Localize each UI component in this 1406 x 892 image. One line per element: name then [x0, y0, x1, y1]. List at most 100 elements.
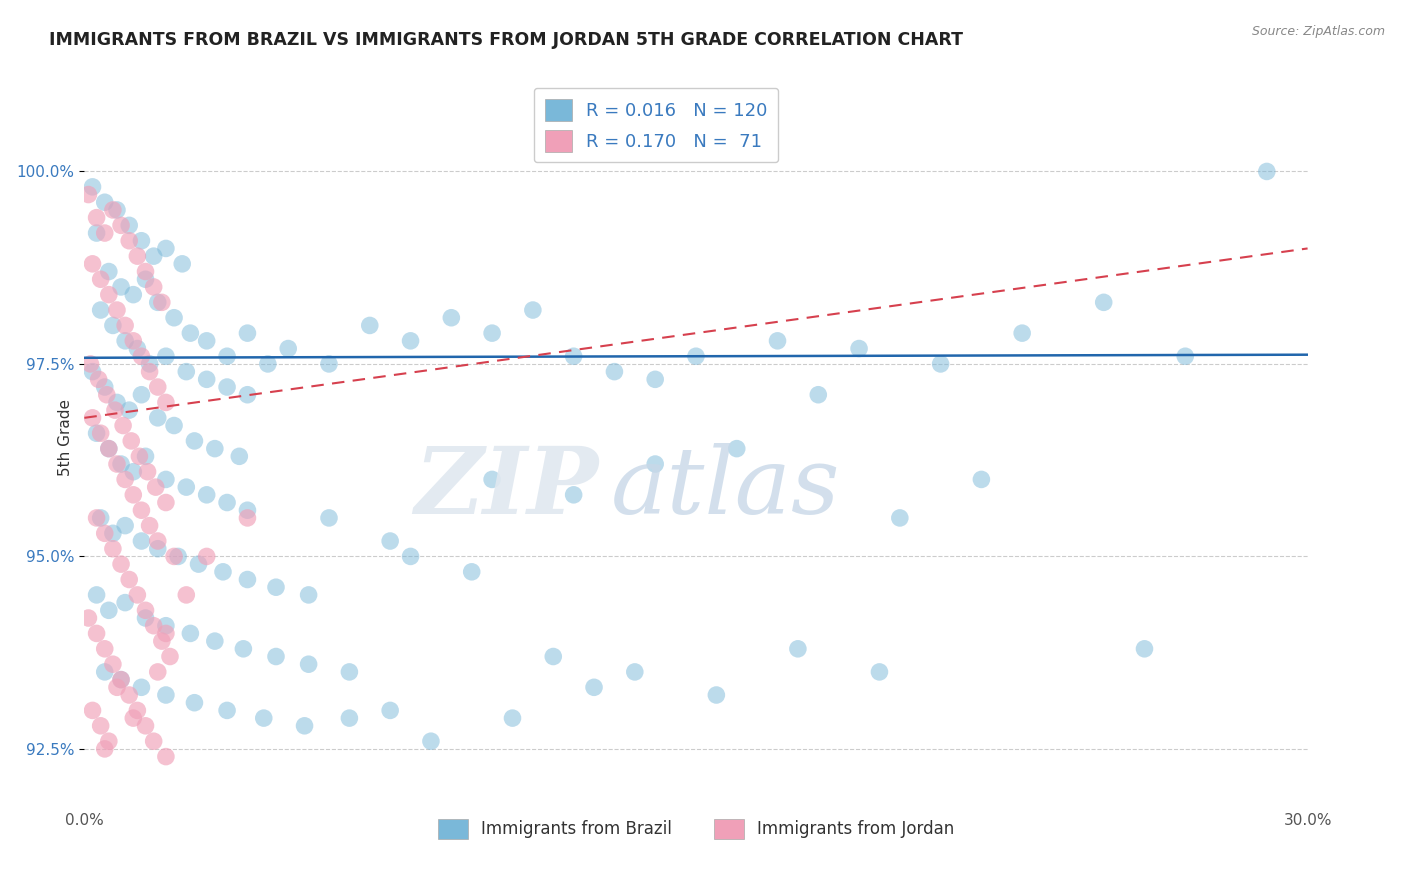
Point [163, 418, 186, 433]
Point [131, 234, 153, 248]
Point [217, 349, 239, 363]
Legend: Immigrants from Brazil, Immigrants from Jordan: Immigrants from Brazil, Immigrants from … [432, 812, 960, 846]
Point [183, 696, 205, 710]
Point [807, 388, 830, 402]
Point [93, 526, 115, 541]
Text: ZIP: ZIP [413, 443, 598, 533]
Point [131, 388, 153, 402]
Point [174, 588, 197, 602]
Point [257, 357, 280, 371]
Point [236, 503, 259, 517]
Point [87, 372, 110, 386]
Point [105, 395, 128, 409]
Point [82, 257, 104, 271]
Point [120, 434, 142, 448]
Point [155, 242, 177, 256]
Point [380, 703, 402, 717]
Point [97, 442, 120, 456]
Point [131, 503, 153, 517]
Point [114, 596, 136, 610]
Point [155, 688, 177, 702]
Point [277, 342, 299, 356]
Point [232, 641, 254, 656]
Point [212, 565, 235, 579]
Point [217, 703, 239, 717]
Point [146, 534, 169, 549]
Point [195, 488, 218, 502]
Point [90, 719, 112, 733]
Point [97, 442, 120, 456]
Point [318, 357, 340, 371]
Point [155, 472, 177, 486]
Point [766, 334, 789, 348]
Point [90, 426, 112, 441]
Point [110, 457, 132, 471]
Point [848, 342, 870, 356]
Point [183, 434, 205, 448]
Text: IMMIGRANTS FROM BRAZIL VS IMMIGRANTS FROM JORDAN 5TH GRADE CORRELATION CHART: IMMIGRANTS FROM BRAZIL VS IMMIGRANTS FRO… [49, 31, 963, 49]
Point [86, 211, 108, 225]
Point [179, 626, 201, 640]
Point [1092, 295, 1115, 310]
Point [118, 234, 141, 248]
Point [82, 179, 104, 194]
Point [110, 673, 132, 687]
Point [146, 541, 169, 556]
Point [970, 472, 993, 486]
Point [101, 541, 124, 556]
Point [217, 495, 239, 509]
Point [339, 711, 361, 725]
Point [97, 603, 120, 617]
Point [204, 442, 226, 456]
Point [82, 365, 104, 379]
Point [155, 395, 177, 409]
Point [131, 681, 153, 695]
Point [142, 249, 165, 263]
Point [118, 688, 141, 702]
Point [155, 626, 177, 640]
Point [187, 557, 209, 571]
Point [112, 418, 135, 433]
Point [110, 673, 132, 687]
Point [135, 264, 157, 278]
Point [264, 580, 287, 594]
Point [142, 734, 165, 748]
Point [90, 303, 112, 318]
Point [127, 249, 149, 263]
Point [101, 657, 124, 672]
Point [562, 349, 585, 363]
Point [122, 465, 145, 479]
Point [135, 611, 157, 625]
Point [359, 318, 381, 333]
Point [624, 665, 647, 679]
Point [97, 734, 120, 748]
Point [1133, 641, 1156, 656]
Point [195, 372, 218, 386]
Point [86, 626, 108, 640]
Point [869, 665, 891, 679]
Point [644, 372, 666, 386]
Point [339, 665, 361, 679]
Point [399, 334, 422, 348]
Point [114, 472, 136, 486]
Point [86, 226, 108, 240]
Point [298, 588, 321, 602]
Point [163, 549, 186, 564]
Point [543, 649, 565, 664]
Point [1256, 164, 1278, 178]
Point [583, 681, 606, 695]
Point [86, 588, 108, 602]
Point [97, 287, 120, 301]
Point [93, 380, 115, 394]
Point [135, 719, 157, 733]
Point [440, 310, 463, 325]
Point [502, 711, 524, 725]
Point [118, 573, 141, 587]
Point [131, 349, 153, 363]
Point [1011, 326, 1033, 340]
Point [236, 511, 259, 525]
Point [236, 326, 259, 340]
Point [725, 442, 748, 456]
Point [298, 657, 321, 672]
Point [77, 187, 100, 202]
